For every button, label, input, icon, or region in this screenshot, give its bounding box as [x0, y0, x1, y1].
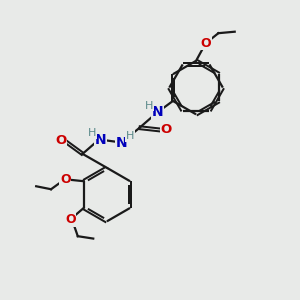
- Text: O: O: [161, 123, 172, 136]
- Text: N: N: [94, 133, 106, 147]
- Text: O: O: [55, 134, 67, 147]
- Text: O: O: [201, 37, 211, 50]
- Text: H: H: [126, 131, 134, 141]
- Text: O: O: [65, 213, 76, 226]
- Text: H: H: [88, 128, 96, 138]
- Text: O: O: [60, 173, 70, 186]
- Text: H: H: [145, 101, 153, 111]
- Text: N: N: [116, 136, 128, 150]
- Text: N: N: [152, 105, 163, 119]
